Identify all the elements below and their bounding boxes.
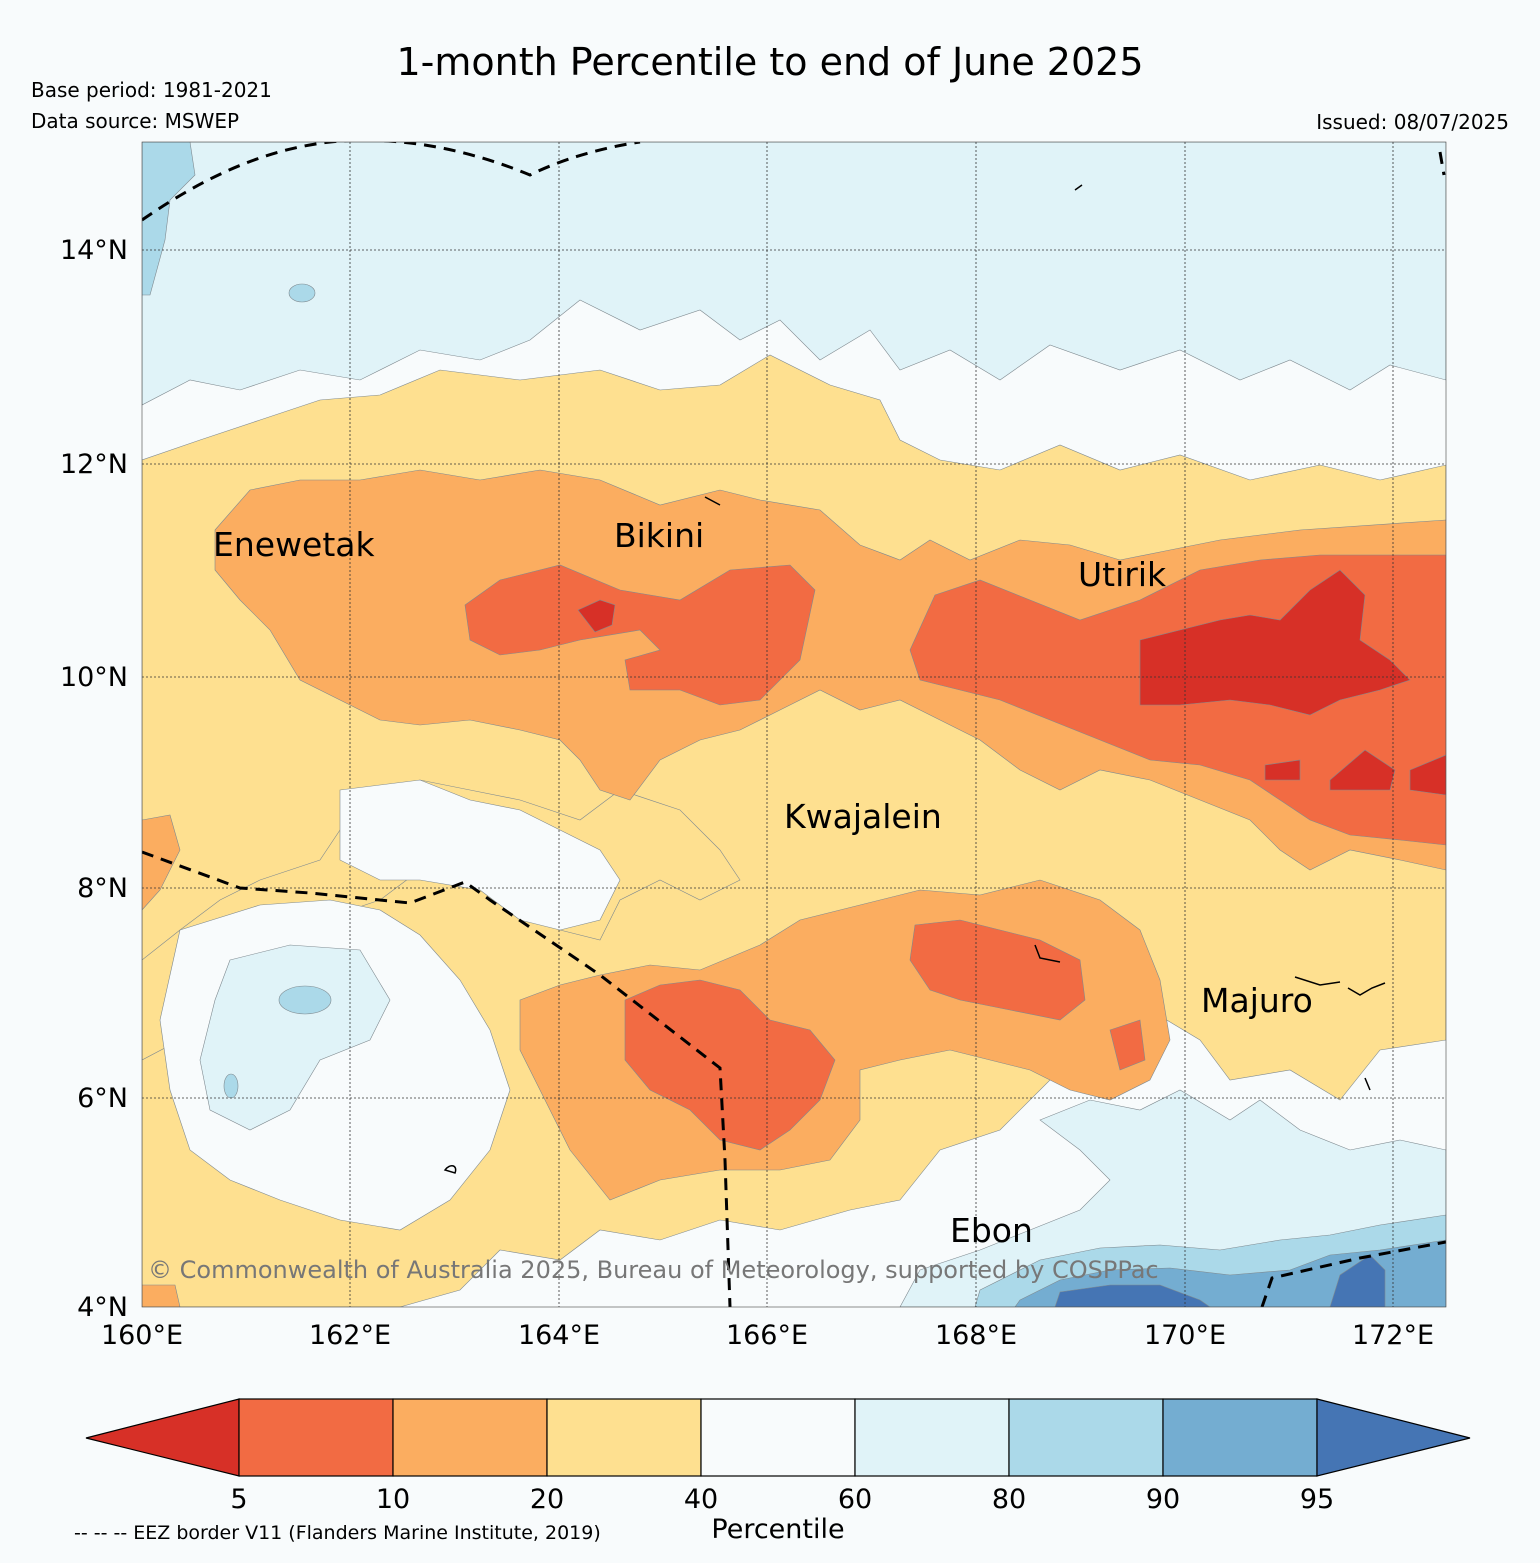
colorbar-tick-label: 10 (376, 1484, 410, 1515)
band-5-10-central (464, 564, 816, 706)
colorbar-tick-label: 90 (1146, 1484, 1180, 1515)
lon-tick-label: 172°E (1352, 1320, 1434, 1351)
colorbar-swatch-60-80 (854, 1398, 1010, 1477)
colorbar-tick-label: 80 (992, 1484, 1026, 1515)
colorbar-tick-label: 95 (1300, 1484, 1334, 1515)
colorbar-swatch-90-95 (1162, 1398, 1318, 1477)
eez-footnote: -- -- -- EEZ border V11 (Flanders Marine… (74, 1522, 601, 1544)
colorbar-tick-label: 20 (530, 1484, 564, 1515)
lon-tick-label: 170°E (1144, 1320, 1226, 1351)
colorbar-tick-label: 60 (838, 1484, 872, 1515)
islands (443, 184, 1386, 1174)
lon-tick-label: 168°E (935, 1320, 1017, 1351)
lon-tick-label: 166°E (726, 1320, 808, 1351)
band-10-20-central (214, 469, 1446, 871)
percentile-field (142, 142, 1446, 1307)
lat-tick-label: 14°N (60, 235, 128, 266)
colorbar-swatch-40-60 (700, 1398, 856, 1477)
colorbar-swatch-5-10 (238, 1398, 394, 1477)
place-label-majuro: Majuro (1201, 981, 1313, 1020)
place-label-enewetak: Enewetak (213, 525, 376, 564)
band-below-5-east (1139, 569, 1411, 716)
graticule (142, 142, 1446, 1307)
lon-tick-label: 160°E (101, 1320, 183, 1351)
issued-date-label: Issued: 08/07/2025 (1316, 110, 1509, 134)
colorbar-swatch-20-40 (546, 1398, 702, 1477)
band-5-10-southeast (909, 919, 1086, 1021)
place-label-utirik: Utirik (1078, 555, 1167, 594)
band-80-90-nw (142, 142, 196, 296)
band-60-80-north (142, 142, 1446, 406)
band-above-95-south (1054, 1284, 1211, 1307)
lon-tick-label: 162°E (309, 1320, 391, 1351)
band-40-60-centre (339, 779, 621, 931)
colorbar-swatch-below-5 (85, 1398, 240, 1477)
lat-tick-label: 8°N (77, 873, 128, 904)
data-source-label: Data source: MSWEP (31, 109, 240, 133)
base-period-label: Base period: 1981-2021 (31, 78, 272, 102)
plot-frame (141, 141, 1447, 1308)
lat-tick-label: 12°N (60, 449, 128, 480)
colorbar-swatch-10-20 (392, 1398, 548, 1477)
lat-tick-label: 6°N (77, 1083, 128, 1114)
eez-border (142, 142, 1446, 1307)
band-5-10-south (624, 979, 836, 1151)
colorbar-tick-label: 40 (684, 1484, 718, 1515)
colorbar (85, 1398, 1471, 1477)
place-label-bikini: Bikini (614, 516, 704, 555)
band-below-5-southeast (1329, 749, 1396, 791)
place-label-ebon: Ebon (950, 1211, 1033, 1250)
band-60-80-sw (199, 944, 391, 1131)
lat-tick-label: 4°N (77, 1292, 128, 1323)
lat-tick-label: 10°N (60, 662, 128, 693)
copyright-notice: © Commonwealth of Australia 2025, Bureau… (148, 1256, 1159, 1284)
colorbar-swatch-above-95 (1316, 1398, 1471, 1477)
place-label-kwajalein: Kwajalein (784, 797, 942, 836)
colorbar-swatch-80-90 (1008, 1398, 1164, 1477)
lon-tick-label: 164°E (518, 1320, 600, 1351)
map-title: 1-month Percentile to end of June 2025 (396, 40, 1144, 84)
colorbar-tick-label: 5 (230, 1484, 247, 1515)
colorbar-label: Percentile (711, 1514, 844, 1545)
